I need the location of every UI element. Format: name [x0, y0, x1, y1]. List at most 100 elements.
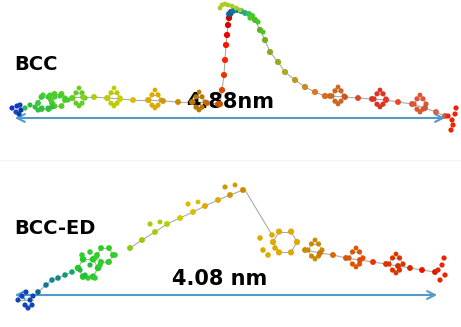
- Point: [113, 90, 121, 95]
- Point: [45, 107, 52, 112]
- Point: [21, 105, 29, 111]
- Point: [15, 112, 23, 117]
- Point: [326, 94, 334, 99]
- Point: [308, 241, 315, 247]
- Point: [274, 60, 282, 65]
- Point: [226, 192, 234, 198]
- Point: [192, 94, 200, 99]
- Point: [225, 11, 233, 17]
- Point: [107, 90, 115, 95]
- Point: [236, 8, 244, 13]
- Point: [109, 252, 117, 258]
- Point: [69, 95, 77, 101]
- Point: [259, 29, 266, 35]
- Point: [275, 250, 283, 255]
- Point: [233, 8, 241, 13]
- Text: 4.08 nm: 4.08 nm: [172, 269, 268, 289]
- Point: [301, 84, 309, 90]
- Text: BCC: BCC: [14, 56, 58, 75]
- Point: [79, 274, 87, 279]
- Point: [111, 252, 118, 258]
- Point: [201, 99, 209, 105]
- Point: [97, 246, 105, 251]
- Point: [416, 110, 424, 115]
- Point: [192, 105, 200, 110]
- Text: 4.88nm: 4.88nm: [186, 92, 274, 112]
- Point: [93, 252, 100, 258]
- Point: [349, 249, 356, 254]
- Point: [420, 107, 427, 112]
- Point: [110, 85, 118, 91]
- Point: [12, 110, 20, 115]
- Point: [38, 94, 45, 99]
- Point: [58, 91, 65, 96]
- Point: [422, 101, 430, 107]
- Point: [216, 5, 224, 10]
- Point: [434, 267, 442, 273]
- Point: [269, 239, 277, 245]
- Point: [256, 27, 264, 33]
- Point: [189, 99, 197, 105]
- Point: [448, 117, 455, 123]
- Point: [389, 267, 396, 273]
- Point: [195, 107, 203, 112]
- Point: [293, 239, 301, 245]
- Point: [337, 88, 345, 94]
- Point: [201, 203, 209, 209]
- Point: [241, 10, 248, 16]
- Point: [14, 297, 22, 302]
- Point: [359, 255, 366, 261]
- Point: [379, 102, 387, 107]
- Point: [291, 77, 299, 83]
- Point: [376, 104, 384, 110]
- Point: [441, 113, 449, 119]
- Point: [18, 293, 26, 299]
- Point: [245, 11, 253, 17]
- Point: [46, 93, 53, 98]
- Point: [451, 112, 459, 117]
- Point: [61, 272, 69, 278]
- Point: [163, 221, 171, 227]
- Point: [176, 215, 183, 221]
- Point: [331, 98, 339, 104]
- Point: [151, 87, 159, 93]
- Point: [30, 293, 37, 299]
- Point: [184, 201, 192, 207]
- Text: BCC-ED: BCC-ED: [14, 218, 95, 237]
- Point: [349, 262, 356, 267]
- Point: [44, 105, 52, 111]
- Point: [352, 265, 360, 270]
- Point: [418, 267, 426, 273]
- Point: [89, 274, 97, 279]
- Point: [225, 15, 233, 21]
- Point: [382, 96, 390, 102]
- Point: [22, 289, 30, 295]
- Point: [65, 97, 72, 103]
- Point: [251, 17, 259, 23]
- Point: [436, 277, 443, 283]
- Point: [38, 105, 46, 111]
- Point: [219, 2, 226, 8]
- Point: [138, 237, 146, 243]
- Point: [21, 302, 29, 308]
- Point: [75, 103, 83, 109]
- Point: [225, 22, 232, 27]
- Point: [392, 251, 400, 257]
- Point: [47, 97, 55, 103]
- Point: [394, 263, 402, 268]
- Point: [308, 253, 315, 259]
- Point: [68, 95, 76, 101]
- Point: [248, 13, 256, 19]
- Point: [356, 257, 364, 263]
- Point: [370, 96, 378, 102]
- Point: [376, 87, 384, 93]
- Point: [421, 105, 429, 111]
- Point: [399, 261, 407, 267]
- Point: [89, 257, 97, 262]
- Point: [373, 91, 381, 96]
- Point: [414, 96, 421, 101]
- Point: [246, 15, 254, 21]
- Point: [54, 275, 62, 281]
- Point: [287, 229, 295, 234]
- Point: [151, 105, 159, 111]
